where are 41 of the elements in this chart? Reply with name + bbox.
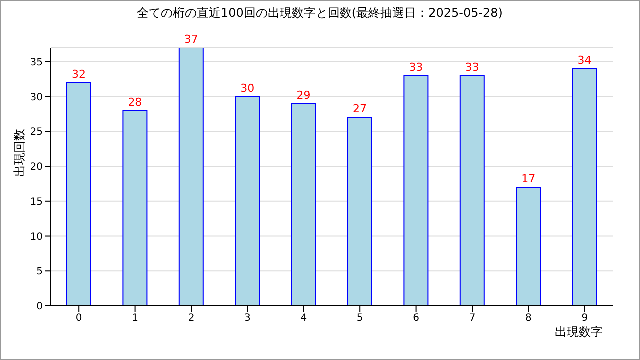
data-label: 33 [409, 60, 424, 74]
bar [572, 68, 598, 306]
x-tick-label: 6 [413, 313, 420, 324]
y-tick-label: 5 [36, 266, 43, 278]
chart-title: 全ての桁の直近100回の出現数字と回数(最終抽選日：2025-05-28) [136, 5, 504, 22]
data-label: 28 [128, 96, 142, 109]
bar [178, 48, 204, 306]
y-tick-label: 10 [30, 232, 43, 243]
data-label: 32 [72, 68, 86, 81]
y-tick-label: 20 [30, 162, 43, 174]
x-tick-label: 1 [132, 313, 138, 324]
bar [516, 186, 542, 306]
x-axis-title: 出現数字 [555, 325, 603, 339]
x-tick-label: 0 [76, 313, 82, 324]
data-label: 27 [353, 102, 367, 116]
x-tick-label: 7 [469, 313, 476, 324]
y-tick-label: 30 [30, 92, 43, 104]
data-label: 30 [240, 82, 255, 95]
bar [404, 75, 429, 306]
x-tick-label: 3 [244, 313, 251, 324]
bar [66, 82, 92, 306]
x-tick-label: 5 [356, 313, 364, 324]
bar [291, 103, 316, 306]
y-tick-label: 15 [30, 196, 43, 208]
y-tick-label: 0 [36, 302, 43, 313]
data-label: 34 [578, 54, 592, 67]
y-tick-label: 35 [30, 57, 43, 68]
data-label: 33 [465, 60, 480, 74]
bar [235, 96, 260, 306]
x-tick-label: 2 [188, 313, 195, 324]
y-axis-title: 出現回数 [12, 129, 26, 177]
bar [122, 110, 148, 306]
x-tick-label: 9 [582, 313, 588, 324]
bar [460, 75, 485, 306]
data-label: 17 [522, 172, 536, 186]
y-tick-label: 25 [30, 127, 43, 138]
bar [348, 117, 372, 306]
data-label: 29 [296, 88, 311, 102]
data-label: 37 [184, 33, 198, 46]
x-tick-label: 4 [300, 313, 308, 324]
x-tick-label: 8 [526, 313, 532, 324]
